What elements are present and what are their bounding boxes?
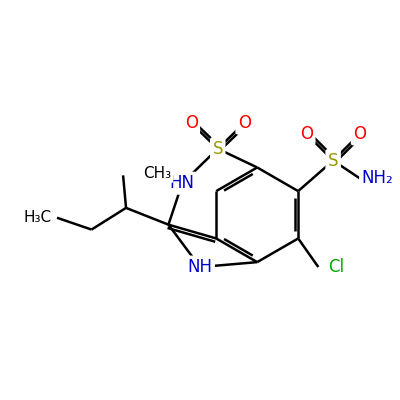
Text: NH₂: NH₂ bbox=[362, 169, 393, 187]
Text: HN: HN bbox=[170, 174, 195, 192]
Text: CH₃: CH₃ bbox=[143, 166, 171, 181]
Text: S: S bbox=[328, 152, 338, 170]
Text: S: S bbox=[212, 140, 223, 158]
Text: NH: NH bbox=[188, 258, 212, 276]
Text: O: O bbox=[300, 125, 313, 143]
Text: H₃C: H₃C bbox=[24, 210, 52, 225]
Text: Cl: Cl bbox=[328, 258, 344, 276]
Text: O: O bbox=[185, 114, 198, 132]
Text: O: O bbox=[238, 114, 251, 132]
Text: O: O bbox=[353, 125, 366, 143]
